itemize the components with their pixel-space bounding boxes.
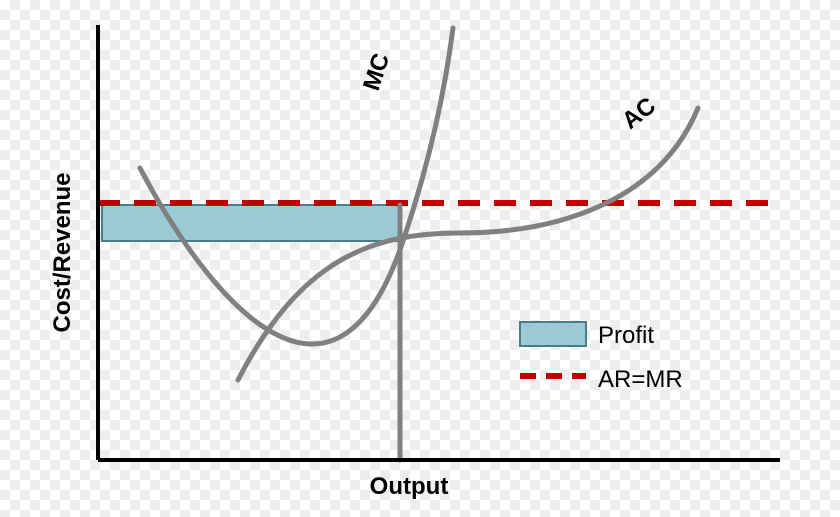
economics-chart: MC AC Output Cost/Revenue Profit AR=MR xyxy=(0,0,840,517)
profit-region xyxy=(102,205,400,241)
legend-profit-swatch xyxy=(520,322,586,346)
y-axis-label: Cost/Revenue xyxy=(49,172,76,332)
mc-label: MC xyxy=(358,50,395,94)
legend-profit-label: Profit xyxy=(598,322,654,349)
x-axis-label: Output xyxy=(370,473,449,500)
ac-label: AC xyxy=(617,92,661,135)
legend-armr-label: AR=MR xyxy=(598,366,683,393)
